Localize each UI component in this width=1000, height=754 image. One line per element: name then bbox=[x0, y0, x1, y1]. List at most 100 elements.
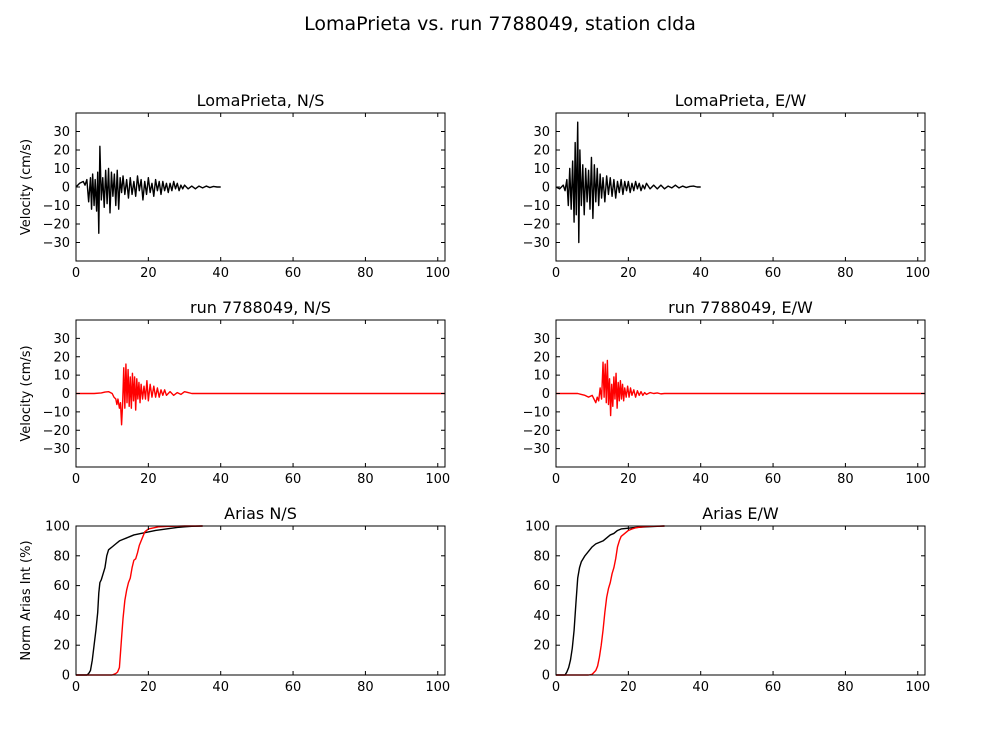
x-tick-label: 60 bbox=[765, 472, 782, 487]
series-line-0 bbox=[555, 121, 701, 244]
axes-frame bbox=[75, 525, 446, 676]
panel-title: Arias N/S bbox=[224, 504, 297, 523]
x-tick-label: 40 bbox=[212, 680, 229, 695]
y-tick-label: 80 bbox=[533, 549, 550, 564]
y-tick-label: −10 bbox=[43, 199, 70, 214]
x-tick-label: 60 bbox=[285, 472, 302, 487]
x-tick-label: 20 bbox=[140, 472, 157, 487]
series-line-1 bbox=[556, 525, 665, 676]
x-tick-label: 80 bbox=[357, 266, 374, 281]
y-tick-label: 20 bbox=[53, 144, 70, 159]
panel-p21: 0 20 40 60 80 100 0 20 40 60 80 100 Arias E/W bbox=[525, 504, 930, 695]
series-line-0 bbox=[75, 145, 221, 234]
x-tick-label: 100 bbox=[425, 472, 450, 487]
panel-title: run 7788049, N/S bbox=[190, 298, 331, 317]
x-tick-label: 100 bbox=[905, 680, 930, 695]
x-tick-label: 60 bbox=[285, 266, 302, 281]
x-tick-label: 80 bbox=[357, 472, 374, 487]
x-tick-label: 0 bbox=[72, 472, 80, 487]
y-axis-label: Velocity (cm/s) bbox=[19, 139, 34, 235]
y-tick-label: −30 bbox=[523, 442, 550, 457]
y-tick-label: −20 bbox=[523, 218, 550, 233]
x-tick-label: 40 bbox=[692, 680, 709, 695]
x-tick-label: 0 bbox=[552, 680, 560, 695]
panel-p01: 0 20 40 60 80 100 −30 −20 −10 0 10 20 30 LomaPrieta, … bbox=[523, 91, 931, 281]
y-tick-label: 100 bbox=[45, 520, 70, 535]
x-tick-label: 100 bbox=[425, 266, 450, 281]
y-axis-label: Velocity (cm/s) bbox=[19, 345, 34, 441]
panels: 0 20 40 60 80 100−30−20−100102030LomaPrieta, … bbox=[19, 91, 930, 695]
x-tick-label: 20 bbox=[140, 680, 157, 695]
y-tick-label: 10 bbox=[53, 369, 70, 384]
y-tick-label: 0 bbox=[542, 387, 550, 402]
y-tick-label: 10 bbox=[533, 369, 550, 384]
x-tick-label: 0 bbox=[552, 266, 560, 281]
x-tick-label: 100 bbox=[425, 680, 450, 695]
y-tick-label: −10 bbox=[523, 405, 550, 420]
x-tick-label: 40 bbox=[692, 266, 709, 281]
y-tick-label: 10 bbox=[533, 162, 550, 177]
y-tick-label: 80 bbox=[53, 549, 70, 564]
series-line-0 bbox=[76, 363, 445, 426]
x-tick-label: 40 bbox=[212, 472, 229, 487]
y-tick-label: 40 bbox=[53, 609, 70, 624]
x-tick-label: 80 bbox=[357, 680, 374, 695]
x-tick-label: 60 bbox=[765, 266, 782, 281]
y-tick-label: 0 bbox=[62, 387, 70, 402]
y-tick-label: 30 bbox=[53, 332, 70, 347]
series-line-0 bbox=[556, 359, 925, 417]
panel-title: Arias E/W bbox=[702, 504, 779, 523]
y-tick-label: −10 bbox=[523, 199, 550, 214]
y-tick-label: 20 bbox=[533, 639, 550, 654]
x-tick-label: 0 bbox=[72, 266, 80, 281]
x-tick-label: 60 bbox=[765, 680, 782, 695]
x-tick-label: 100 bbox=[905, 266, 930, 281]
x-tick-label: 80 bbox=[837, 266, 854, 281]
panel-p10: 0 20 40 60 80 100 −30 −20 −10 0 10 20 30 run 7788049,… bbox=[19, 298, 450, 487]
x-tick-label: 0 bbox=[72, 680, 80, 695]
y-tick-label: 60 bbox=[533, 579, 550, 594]
x-tick-label: 80 bbox=[837, 680, 854, 695]
series-line-0 bbox=[76, 525, 203, 676]
y-tick-label: −20 bbox=[43, 424, 70, 439]
y-tick-label: 0 bbox=[62, 181, 70, 196]
x-tick-label: 40 bbox=[692, 472, 709, 487]
x-tick-label: 80 bbox=[837, 472, 854, 487]
axes-frame bbox=[555, 525, 926, 676]
y-tick-label: −30 bbox=[523, 236, 550, 251]
panel-p11: 0 20 40 60 80 100 −30 −20 −10 0 10 20 30 run 7788049,… bbox=[523, 298, 931, 487]
y-tick-label: 20 bbox=[53, 350, 70, 365]
panel-title: run 7788049, E/W bbox=[668, 298, 813, 317]
y-tick-label: 20 bbox=[533, 350, 550, 365]
x-tick-label: 20 bbox=[140, 266, 157, 281]
x-tick-label: 20 bbox=[620, 680, 637, 695]
panel-p20: 0 20 40 60 80 100 0 20 40 60 80 100 Arias N/S Norm Ar… bbox=[19, 504, 450, 695]
x-tick-label: 40 bbox=[212, 266, 229, 281]
y-tick-label: −20 bbox=[523, 424, 550, 439]
y-tick-label: 40 bbox=[533, 609, 550, 624]
panel-title: LomaPrieta, N/S bbox=[197, 91, 325, 110]
y-tick-label: 30 bbox=[53, 125, 70, 140]
y-tick-label: −30 bbox=[43, 236, 70, 251]
y-tick-label: 0 bbox=[542, 669, 550, 684]
y-tick-label: −20 bbox=[43, 218, 70, 233]
y-tick-label: 0 bbox=[542, 181, 550, 196]
y-tick-label: −10 bbox=[43, 405, 70, 420]
x-tick-label: 100 bbox=[905, 472, 930, 487]
y-tick-label: 30 bbox=[533, 125, 550, 140]
panel-title: LomaPrieta, E/W bbox=[675, 91, 807, 110]
y-tick-label: 100 bbox=[525, 520, 550, 535]
x-tick-label: 0 bbox=[552, 472, 560, 487]
x-tick-label: 20 bbox=[620, 472, 637, 487]
y-axis-label: Norm Arias Int (%) bbox=[19, 540, 34, 660]
series-line-0 bbox=[556, 525, 665, 676]
y-tick-label: 0 bbox=[62, 669, 70, 684]
y-tick-label: 20 bbox=[533, 144, 550, 159]
x-tick-label: 60 bbox=[285, 680, 302, 695]
figure-title: LomaPrieta vs. run 7788049, station clda bbox=[304, 13, 696, 35]
panel-p00: 0 20 40 60 80 100 −30 −20 −10 0 10 20 30 LomaPrieta, … bbox=[19, 91, 450, 281]
y-tick-label: 20 bbox=[53, 639, 70, 654]
x-tick-label: 20 bbox=[620, 266, 637, 281]
series-line-1 bbox=[76, 525, 203, 676]
